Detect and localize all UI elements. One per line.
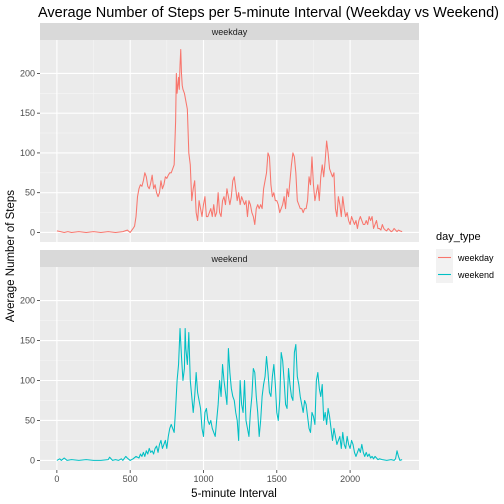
legend-label-weekend: weekend: [457, 270, 494, 280]
series-line-weekend: [56, 328, 403, 461]
y-axis-title: Average Number of Steps: [5, 190, 17, 322]
series-line-weekday: [56, 49, 403, 233]
y-tick-label: 50: [25, 188, 35, 198]
y-tick-label: 150: [20, 108, 35, 118]
y-tick-label: 200: [20, 296, 35, 306]
x-tick-label: 0: [54, 474, 59, 484]
x-tick-label: 500: [123, 474, 138, 484]
facet-strip: [40, 23, 419, 40]
chart-title: Average Number of Steps per 5-minute Int…: [38, 5, 499, 21]
y-tick-label: 0: [30, 455, 35, 465]
legend-title: day_type: [436, 231, 481, 243]
y-tick-label: 0: [30, 227, 35, 237]
facet-strip-label: weekend: [210, 254, 247, 264]
y-tick-label: 50: [25, 415, 35, 425]
x-tick-label: 1000: [193, 474, 213, 484]
panel-background: [40, 40, 419, 242]
y-tick-label: 100: [20, 148, 35, 158]
facet-weekday: weekday 0 50 100 150 200: [20, 23, 419, 242]
x-axis-title: 5-minute Interval: [191, 488, 277, 500]
x-tick-label: 2000: [340, 474, 360, 484]
y-tick-label: 200: [20, 68, 35, 78]
facet-strip: [40, 250, 419, 267]
legend-label-weekday: weekday: [457, 253, 494, 263]
y-tick-label: 100: [20, 375, 35, 385]
facet-strip-label: weekday: [211, 27, 248, 37]
y-tick-label: 150: [20, 336, 35, 346]
x-tick-label: 1500: [267, 474, 287, 484]
